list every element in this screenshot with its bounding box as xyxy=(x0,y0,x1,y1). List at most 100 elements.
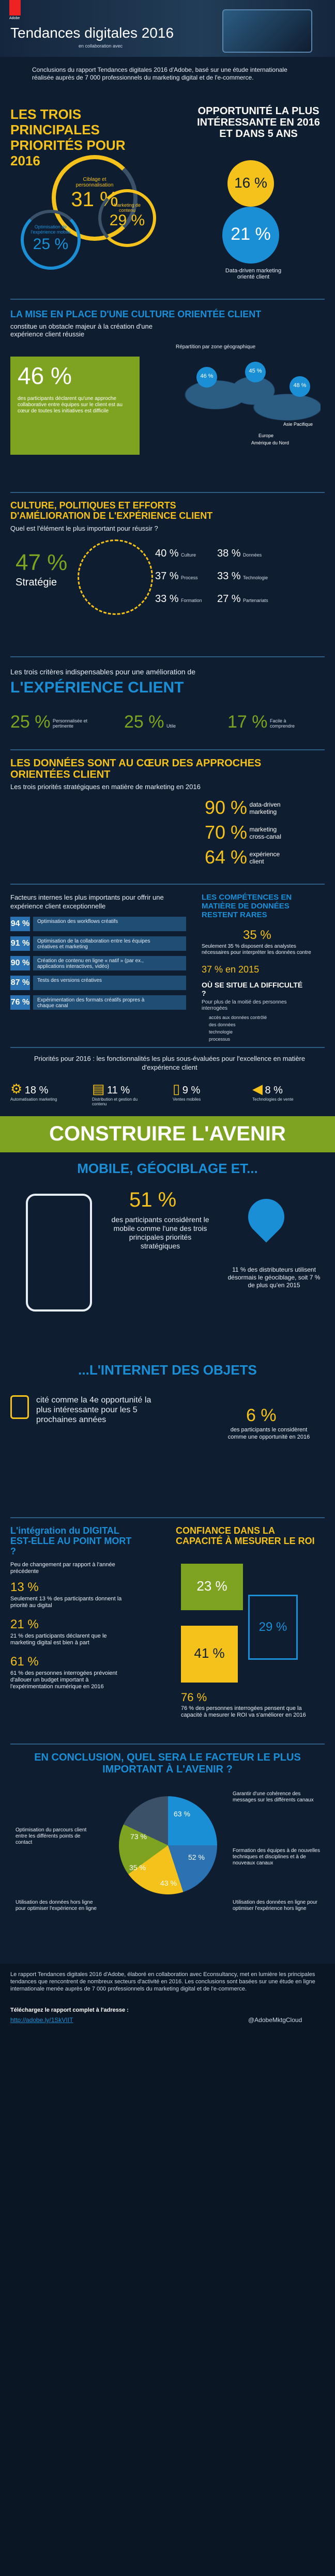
region-bubble-3: 48 % xyxy=(290,376,310,397)
digital-value4: 61 % xyxy=(10,1655,39,1669)
data-value-3: 64 % xyxy=(205,846,248,868)
culture-desc: des participants déclarent qu'une approc… xyxy=(18,396,123,414)
divider-4 xyxy=(10,749,325,750)
internal-bar-4 xyxy=(33,976,186,990)
cx-value-2: 25 % xyxy=(124,712,164,732)
smartphone-icon xyxy=(26,1194,92,1312)
cx-section: Les trois critères indispensables pour u… xyxy=(0,662,335,745)
data-value-1: 90 % xyxy=(205,797,248,818)
slice-value-3: 43 % xyxy=(160,1879,177,1887)
internal-label-1: Optimisation des workflows créatifs xyxy=(37,919,118,924)
opp-caption: Data-driven marketing orienté client xyxy=(225,268,282,280)
digital-text1: Peu de changement par rapport à l'année … xyxy=(10,1562,115,1575)
culture-subtitle: constitue un obstacle majeur à la créati… xyxy=(10,322,153,338)
internal-label-5: Expérimentation des formats créatifs pro… xyxy=(37,997,145,1009)
difficulty-item-2: des données xyxy=(209,1022,236,1027)
underrated-label-4: Technologies de vente xyxy=(252,1097,294,1102)
footer-link[interactable]: http://adobe.ly/1SkVIIT xyxy=(10,2016,73,2024)
divider-5 xyxy=(10,884,325,885)
priority-circle-2: Marketing de contenu 29 % xyxy=(98,189,156,247)
factors-section: CULTURE, POLITIQUES ET EFFORTS D'AMÉLIOR… xyxy=(0,498,335,653)
internal-value-3: 90 % xyxy=(10,956,30,970)
confidence-title: CONFIANCE DANS LA CAPACITÉ À MESURER LE … xyxy=(176,1525,315,1546)
factor-item-6: 27 % Partenariats xyxy=(217,593,268,605)
difficulty-title: OÙ SE SITUE LA DIFFICULTÉ ? xyxy=(202,981,303,997)
skills-title: LES COMPÉTENCES EN MATIÈRE DE DONNÉES RE… xyxy=(202,893,292,919)
factor-value-5: 33 % xyxy=(155,593,179,605)
future-banner-text: CONSTRUIRE L'AVENIR xyxy=(49,1122,286,1145)
digital-text4: 61 % des personnes interrogées prévoient… xyxy=(10,1670,117,1690)
divider-8 xyxy=(10,1744,325,1745)
factors-title: CULTURE, POLITIQUES ET EFFORTS D'AMÉLIOR… xyxy=(10,500,213,521)
data-section: LES DONNÉES SONT AU CŒUR DES APPROCHES O… xyxy=(0,755,335,880)
internal-bar-3 xyxy=(33,956,186,970)
mobile-value: 51 % xyxy=(129,1189,177,1211)
data-item-1: 90 % data-driven marketing xyxy=(205,797,286,819)
intro: Conclusions du rapport Tendances digital… xyxy=(0,62,335,93)
data-item-3: 64 % expérience client xyxy=(205,846,286,868)
adobe-logo[interactable]: Adobe xyxy=(9,0,21,20)
underrated-label-2: Distribution et gestion du contenu xyxy=(92,1097,138,1106)
internal-value-5: 76 % xyxy=(10,995,30,1010)
footer-download: Téléchargez le rapport complet à l'adres… xyxy=(10,2007,129,2013)
slice-label-2: Formation des équipes à de nouvelles tec… xyxy=(233,1848,320,1866)
difficulty-item-1: accès aux données contrôlé xyxy=(209,1015,267,1020)
internal-row-1: 94 % Optimisation des workflows créatifs xyxy=(10,917,186,931)
cx-label-3: Facile à comprendre xyxy=(269,718,295,729)
slice-label-3: Utilisation des données en ligne pour op… xyxy=(233,1900,317,1911)
divider-7 xyxy=(10,1517,325,1518)
skills-text: Seulement 35 % disposent des analystes n… xyxy=(202,944,311,955)
factors-main-label: Stratégie xyxy=(16,577,57,588)
factor-label-1: Culture xyxy=(181,552,196,558)
header-device-icon xyxy=(222,9,312,53)
cx-title-big: L'EXPÉRIENCE CLIENT xyxy=(10,679,184,696)
internal-label-2: Optimisation de la collaboration entre l… xyxy=(37,938,150,950)
underrated-label-3: Ventes mobiles xyxy=(173,1097,201,1102)
region-bubble-1: 46 % xyxy=(196,367,217,388)
factor-item-2: 38 % Données xyxy=(217,548,262,560)
region-value-3: 48 % xyxy=(293,382,307,389)
opportunity-title: OPPORTUNITÉ LA PLUS INTÉRESSANTE EN 2016… xyxy=(197,105,320,140)
factor-value-1: 40 % xyxy=(155,548,179,559)
underrated-title: Priorités pour 2016 : les fonctionnalité… xyxy=(34,1055,306,1071)
intro-text: Conclusions du rapport Tendances digital… xyxy=(32,66,287,81)
region-value-1: 46 % xyxy=(200,373,214,379)
slice-label-1: Garantir d'une cohérence des messages su… xyxy=(233,1791,314,1803)
future-banner: CONSTRUIRE L'AVENIR xyxy=(0,1116,335,1152)
culture-card: 46 % des participants déclarent qu'une a… xyxy=(10,357,140,455)
factor-label-4: Technologie xyxy=(243,575,268,580)
map-caption: Répartition par zone géographique xyxy=(176,344,255,350)
priority-value-3: 25 % xyxy=(33,236,69,253)
page-title: Tendances digitales 2016 xyxy=(10,25,174,41)
internal-value-1: 94 % xyxy=(10,917,30,931)
geo-text: 11 % des distributeurs utilisent désorma… xyxy=(227,1266,321,1289)
priorities-title: LES TROIS PRINCIPALES PRIORITÉS POUR 201… xyxy=(10,106,126,168)
slice-label-5: Optimisation du parcours client entre le… xyxy=(16,1827,87,1845)
document-icon: ▤ xyxy=(92,1081,105,1097)
underrated-item-3: ▯ 9 % Ventes mobiles xyxy=(173,1081,224,1102)
iot-text2: des participants le considèrent comme un… xyxy=(227,1427,310,1440)
internal-row-2: 91 % Optimisation de la collaboration en… xyxy=(10,936,186,951)
data-subtitle: Les trois priorités stratégiques en mati… xyxy=(10,783,201,791)
divider-2 xyxy=(10,492,325,493)
data-label-1: data-driven marketing xyxy=(249,801,281,815)
cx-item-2: 25 % Utile xyxy=(124,712,176,732)
underrated-value-1: 18 % xyxy=(24,1085,49,1096)
footer-text: Le rapport Tendances digitales 2016 d'Ad… xyxy=(10,1971,315,1992)
factor-item-4: 33 % Technologie xyxy=(217,570,268,582)
cx-value-1: 25 % xyxy=(10,712,51,732)
adobe-logo-text: Adobe xyxy=(9,17,20,20)
data-label-3: expérience client xyxy=(249,851,280,865)
priority-label-3: Optimisation de l'expérience mobile xyxy=(31,224,71,235)
factor-item-3: 37 % Process xyxy=(155,570,198,582)
cx-title-small: Les trois critères indispensables pour u… xyxy=(10,668,195,676)
iot-section: ...L'INTERNET DES OBJETS cité comme la 4… xyxy=(0,1359,335,1514)
slice-value-5: 73 % xyxy=(130,1832,147,1841)
conf-b-value: 29 % xyxy=(258,1620,287,1634)
page-subtitle: en collaboration avec xyxy=(79,43,123,49)
internal-value-4: 87 % xyxy=(10,976,30,990)
footer-handle[interactable]: @AdobeMktgCloud xyxy=(248,2016,302,2024)
underrated-item-1: ⚙ 18 % Automatisation marketing xyxy=(10,1081,62,1102)
difficulty-item-3: technologie xyxy=(209,1029,233,1035)
opp-2016-value: 16 % xyxy=(234,175,267,191)
